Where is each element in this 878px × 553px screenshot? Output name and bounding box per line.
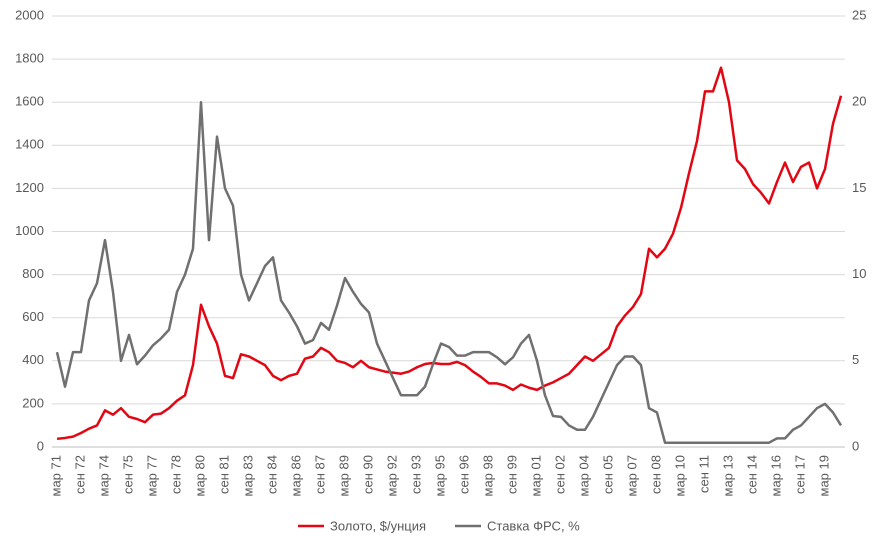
- legend-label: Золото, $/унция: [330, 518, 426, 533]
- x-tick-label: сен 17: [792, 455, 807, 494]
- y-tick-label: 200: [22, 395, 44, 410]
- y-tick-label: 1600: [15, 94, 44, 109]
- x-tick-label: сен 78: [168, 455, 183, 494]
- x-tick-label: сен 96: [456, 455, 471, 494]
- x-tick-label: мар 95: [432, 455, 447, 496]
- x-tick-label: мар 04: [576, 455, 591, 496]
- y2-tick-label: 0: [852, 438, 859, 453]
- x-tick-label: сен 14: [744, 455, 759, 494]
- x-tick-label: сен 11: [696, 455, 711, 493]
- x-tick-label: сен 75: [120, 455, 135, 494]
- y2-tick-label: 5: [852, 352, 859, 367]
- x-tick-label: мар 92: [384, 455, 399, 496]
- y-tick-label: 1000: [15, 223, 44, 238]
- x-tick-label: мар 71: [48, 455, 63, 496]
- x-tick-label: мар 74: [96, 455, 111, 496]
- x-tick-label: сен 99: [504, 455, 519, 494]
- x-tick-label: мар 80: [192, 455, 207, 496]
- series-line: [55, 100, 843, 444]
- x-tick-label: сен 84: [264, 455, 279, 494]
- x-tick-label: мар 16: [768, 455, 783, 496]
- y-tick-label: 1400: [15, 137, 44, 152]
- y-tick-label: 400: [22, 352, 44, 367]
- y-tick-label: 1200: [15, 180, 44, 195]
- x-tick-label: сен 72: [72, 455, 87, 494]
- y-tick-label: 800: [22, 266, 44, 281]
- x-tick-label: сен 08: [648, 455, 663, 494]
- x-tick-label: сен 81: [216, 455, 231, 494]
- legend-label: Ставка ФРС, %: [487, 518, 580, 533]
- y-tick-label: 600: [22, 309, 44, 324]
- x-tick-label: мар 10: [672, 455, 687, 496]
- x-tick-label: мар 19: [816, 455, 831, 496]
- y2-tick-label: 20: [852, 94, 866, 109]
- x-tick-label: мар 77: [144, 455, 159, 496]
- y2-tick-label: 15: [852, 180, 866, 195]
- x-tick-label: мар 01: [528, 455, 543, 496]
- series-line: [56, 66, 843, 441]
- x-tick-label: сен 90: [360, 455, 375, 494]
- x-tick-label: мар 86: [288, 455, 303, 496]
- x-tick-label: мар 98: [480, 455, 495, 496]
- y2-tick-label: 25: [852, 7, 866, 22]
- x-tick-label: мар 83: [240, 455, 255, 496]
- y-tick-label: 0: [37, 438, 44, 453]
- x-tick-label: сен 87: [312, 455, 327, 494]
- x-tick-label: мар 89: [336, 455, 351, 496]
- x-tick-label: сен 02: [552, 455, 567, 494]
- y-tick-label: 2000: [15, 7, 44, 22]
- x-tick-label: мар 07: [624, 455, 639, 496]
- x-tick-label: сен 93: [408, 455, 423, 494]
- y-tick-label: 1800: [15, 51, 44, 66]
- x-tick-label: мар 13: [720, 455, 735, 496]
- x-tick-label: сен 05: [600, 455, 615, 494]
- y2-tick-label: 10: [852, 266, 866, 281]
